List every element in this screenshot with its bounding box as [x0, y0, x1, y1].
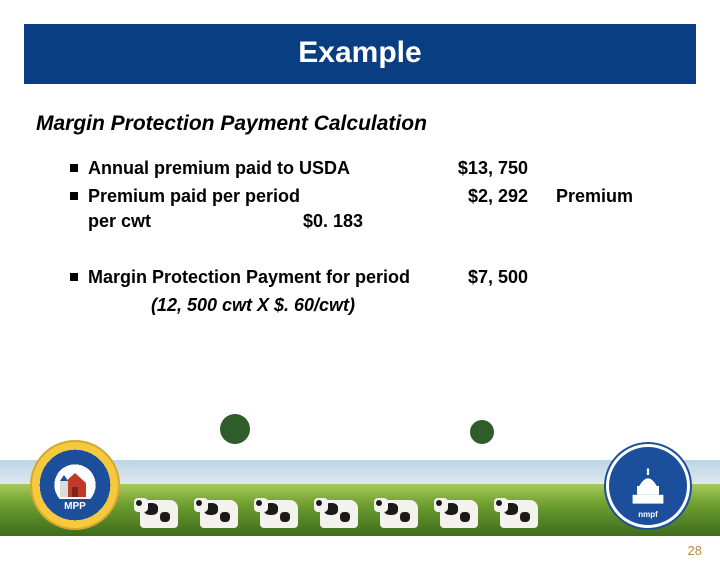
item-note: Premium	[528, 184, 633, 208]
mpp-badge: MPP	[30, 440, 120, 530]
bullet-icon	[70, 192, 78, 200]
cow-icon	[200, 500, 238, 528]
nmpf-badge: nmpf	[606, 444, 690, 528]
barn-icon	[60, 471, 90, 499]
cow-icon	[500, 500, 538, 528]
bullet-icon	[70, 164, 78, 172]
mpp-label: MPP	[58, 499, 92, 514]
item-subvalue: $0. 183	[243, 209, 363, 233]
item-label-text: Premium paid per period	[88, 186, 300, 206]
tree-icon	[220, 414, 250, 444]
list-item: Annual premium paid to USDA $13, 750	[70, 156, 680, 180]
calculation-list: Annual premium paid to USDA $13, 750 Pre…	[70, 156, 680, 317]
cow-icon	[440, 500, 478, 528]
formula-text: (12, 500 cwt X $. 60/cwt)	[88, 293, 418, 317]
item-label: Margin Protection Payment for period	[88, 265, 418, 289]
tree-icon	[470, 420, 494, 444]
page-number: 28	[688, 543, 702, 558]
cow-icon	[260, 500, 298, 528]
item-value: $13, 750	[418, 156, 528, 180]
item-sublabel: per cwt	[88, 209, 238, 233]
item-label: Premium paid per period per cwt $0. 183	[88, 184, 418, 233]
slide-title: Example	[24, 24, 696, 84]
cow-icon	[140, 500, 178, 528]
item-label: Annual premium paid to USDA	[88, 156, 418, 180]
item-value: $7, 500	[418, 265, 528, 289]
capitol-icon	[626, 464, 670, 508]
bullet-icon	[70, 273, 78, 281]
slide-subtitle: Margin Protection Payment Calculation	[36, 112, 720, 136]
list-item: Margin Protection Payment for period $7,…	[70, 265, 680, 289]
item-value: $2, 292	[418, 184, 528, 208]
list-item-formula: (12, 500 cwt X $. 60/cwt)	[70, 293, 680, 317]
cow-icon	[320, 500, 358, 528]
list-item: Premium paid per period per cwt $0. 183 …	[70, 184, 680, 233]
cow-icon	[380, 500, 418, 528]
nmpf-label: nmpf	[638, 510, 658, 519]
footer-image-strip: MPP nmpf	[0, 460, 720, 536]
